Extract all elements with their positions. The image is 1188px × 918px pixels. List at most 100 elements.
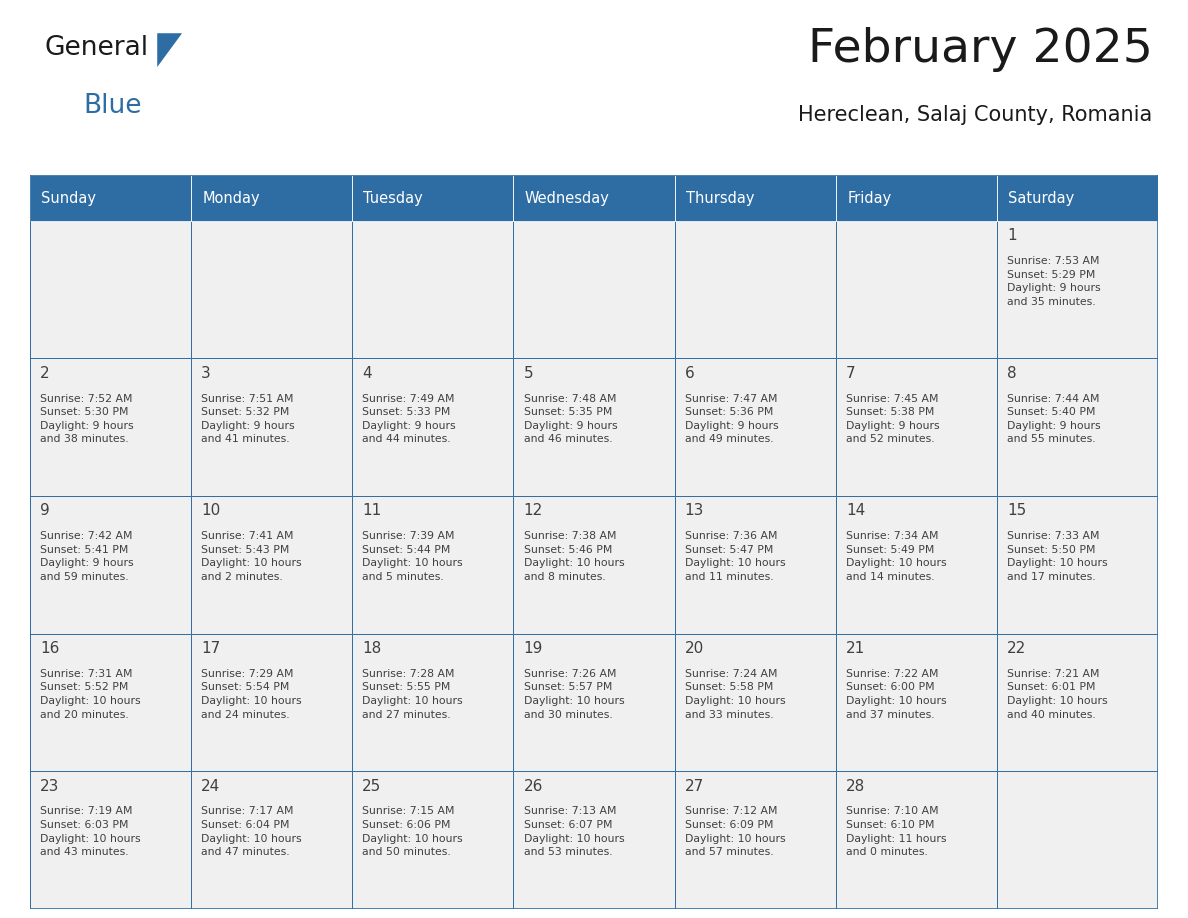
Text: 1: 1 [1007, 229, 1017, 243]
Text: 14: 14 [846, 503, 865, 519]
Bar [352, 221, 513, 358]
Bar [675, 771, 836, 909]
Text: Sunrise: 7:10 AM
Sunset: 6:10 PM
Daylight: 11 hours
and 0 minutes.: Sunrise: 7:10 AM Sunset: 6:10 PM Dayligh… [846, 806, 947, 857]
Bar [836, 771, 997, 909]
Text: Wednesday: Wednesday [525, 191, 609, 206]
Bar [836, 221, 997, 358]
Polygon shape [157, 33, 182, 67]
Text: 9: 9 [40, 503, 50, 519]
Text: 5: 5 [524, 365, 533, 381]
Text: 17: 17 [201, 641, 220, 656]
Text: Thursday: Thursday [685, 191, 754, 206]
Text: Sunrise: 7:24 AM
Sunset: 5:58 PM
Daylight: 10 hours
and 33 minutes.: Sunrise: 7:24 AM Sunset: 5:58 PM Dayligh… [684, 669, 785, 720]
Text: Sunrise: 7:28 AM
Sunset: 5:55 PM
Daylight: 10 hours
and 27 minutes.: Sunrise: 7:28 AM Sunset: 5:55 PM Dayligh… [362, 669, 463, 720]
Text: 4: 4 [362, 365, 372, 381]
Bar [997, 221, 1158, 358]
Text: Sunrise: 7:51 AM
Sunset: 5:32 PM
Daylight: 9 hours
and 41 minutes.: Sunrise: 7:51 AM Sunset: 5:32 PM Dayligh… [201, 394, 295, 444]
Text: Sunrise: 7:19 AM
Sunset: 6:03 PM
Daylight: 10 hours
and 43 minutes.: Sunrise: 7:19 AM Sunset: 6:03 PM Dayligh… [40, 806, 140, 857]
Bar [30, 633, 191, 771]
Bar [836, 496, 997, 633]
Bar [513, 358, 675, 496]
Bar [191, 633, 352, 771]
Bar [352, 633, 513, 771]
Bar [675, 175, 836, 221]
Bar [30, 771, 191, 909]
Text: Sunrise: 7:22 AM
Sunset: 6:00 PM
Daylight: 10 hours
and 37 minutes.: Sunrise: 7:22 AM Sunset: 6:00 PM Dayligh… [846, 669, 947, 720]
Bar [352, 358, 513, 496]
Text: 13: 13 [684, 503, 704, 519]
Text: Sunrise: 7:29 AM
Sunset: 5:54 PM
Daylight: 10 hours
and 24 minutes.: Sunrise: 7:29 AM Sunset: 5:54 PM Dayligh… [201, 669, 302, 720]
Bar [30, 496, 191, 633]
Text: Sunrise: 7:13 AM
Sunset: 6:07 PM
Daylight: 10 hours
and 53 minutes.: Sunrise: 7:13 AM Sunset: 6:07 PM Dayligh… [524, 806, 624, 857]
Bar [997, 633, 1158, 771]
Text: Sunrise: 7:52 AM
Sunset: 5:30 PM
Daylight: 9 hours
and 38 minutes.: Sunrise: 7:52 AM Sunset: 5:30 PM Dayligh… [40, 394, 133, 444]
Text: Sunrise: 7:31 AM
Sunset: 5:52 PM
Daylight: 10 hours
and 20 minutes.: Sunrise: 7:31 AM Sunset: 5:52 PM Dayligh… [40, 669, 140, 720]
Text: 18: 18 [362, 641, 381, 656]
Bar [352, 771, 513, 909]
Text: Sunrise: 7:34 AM
Sunset: 5:49 PM
Daylight: 10 hours
and 14 minutes.: Sunrise: 7:34 AM Sunset: 5:49 PM Dayligh… [846, 532, 947, 582]
Text: Sunday: Sunday [40, 191, 96, 206]
Text: Sunrise: 7:49 AM
Sunset: 5:33 PM
Daylight: 9 hours
and 44 minutes.: Sunrise: 7:49 AM Sunset: 5:33 PM Dayligh… [362, 394, 456, 444]
Text: Sunrise: 7:12 AM
Sunset: 6:09 PM
Daylight: 10 hours
and 57 minutes.: Sunrise: 7:12 AM Sunset: 6:09 PM Dayligh… [684, 806, 785, 857]
Text: Sunrise: 7:42 AM
Sunset: 5:41 PM
Daylight: 9 hours
and 59 minutes.: Sunrise: 7:42 AM Sunset: 5:41 PM Dayligh… [40, 532, 133, 582]
Text: Sunrise: 7:36 AM
Sunset: 5:47 PM
Daylight: 10 hours
and 11 minutes.: Sunrise: 7:36 AM Sunset: 5:47 PM Dayligh… [684, 532, 785, 582]
Bar [191, 496, 352, 633]
Bar [191, 221, 352, 358]
Text: Sunrise: 7:44 AM
Sunset: 5:40 PM
Daylight: 9 hours
and 55 minutes.: Sunrise: 7:44 AM Sunset: 5:40 PM Dayligh… [1007, 394, 1101, 444]
Bar [675, 496, 836, 633]
Bar [836, 633, 997, 771]
Text: 12: 12 [524, 503, 543, 519]
Text: Friday: Friday [847, 191, 891, 206]
Text: Sunrise: 7:33 AM
Sunset: 5:50 PM
Daylight: 10 hours
and 17 minutes.: Sunrise: 7:33 AM Sunset: 5:50 PM Dayligh… [1007, 532, 1108, 582]
Bar [997, 771, 1158, 909]
Text: 25: 25 [362, 778, 381, 793]
Text: 19: 19 [524, 641, 543, 656]
Text: Blue: Blue [84, 94, 143, 119]
Bar [997, 175, 1158, 221]
Bar [30, 221, 191, 358]
Text: Sunrise: 7:21 AM
Sunset: 6:01 PM
Daylight: 10 hours
and 40 minutes.: Sunrise: 7:21 AM Sunset: 6:01 PM Dayligh… [1007, 669, 1108, 720]
Text: Monday: Monday [202, 191, 260, 206]
Text: 16: 16 [40, 641, 59, 656]
Bar [513, 496, 675, 633]
Text: 27: 27 [684, 778, 704, 793]
Text: 24: 24 [201, 778, 220, 793]
Bar [513, 175, 675, 221]
Bar [836, 175, 997, 221]
Text: 11: 11 [362, 503, 381, 519]
Text: Sunrise: 7:17 AM
Sunset: 6:04 PM
Daylight: 10 hours
and 47 minutes.: Sunrise: 7:17 AM Sunset: 6:04 PM Dayligh… [201, 806, 302, 857]
Text: 6: 6 [684, 365, 695, 381]
Bar [191, 771, 352, 909]
Bar [675, 633, 836, 771]
Text: 10: 10 [201, 503, 220, 519]
Bar [513, 771, 675, 909]
Bar [513, 221, 675, 358]
Text: Sunrise: 7:39 AM
Sunset: 5:44 PM
Daylight: 10 hours
and 5 minutes.: Sunrise: 7:39 AM Sunset: 5:44 PM Dayligh… [362, 532, 463, 582]
Text: 7: 7 [846, 365, 855, 381]
Text: 3: 3 [201, 365, 210, 381]
Bar [836, 358, 997, 496]
Text: Sunrise: 7:26 AM
Sunset: 5:57 PM
Daylight: 10 hours
and 30 minutes.: Sunrise: 7:26 AM Sunset: 5:57 PM Dayligh… [524, 669, 624, 720]
Text: 2: 2 [40, 365, 50, 381]
Bar [997, 358, 1158, 496]
Text: 21: 21 [846, 641, 865, 656]
Bar [513, 633, 675, 771]
Bar [352, 175, 513, 221]
Bar [191, 358, 352, 496]
Text: Saturday: Saturday [1009, 191, 1075, 206]
Text: 8: 8 [1007, 365, 1017, 381]
Text: Tuesday: Tuesday [364, 191, 423, 206]
Text: 23: 23 [40, 778, 59, 793]
Text: Sunrise: 7:47 AM
Sunset: 5:36 PM
Daylight: 9 hours
and 49 minutes.: Sunrise: 7:47 AM Sunset: 5:36 PM Dayligh… [684, 394, 778, 444]
Bar [352, 496, 513, 633]
Bar [997, 496, 1158, 633]
Bar [191, 175, 352, 221]
Text: Sunrise: 7:53 AM
Sunset: 5:29 PM
Daylight: 9 hours
and 35 minutes.: Sunrise: 7:53 AM Sunset: 5:29 PM Dayligh… [1007, 256, 1101, 307]
Text: 26: 26 [524, 778, 543, 793]
Bar [675, 221, 836, 358]
Bar [675, 358, 836, 496]
Text: Sunrise: 7:48 AM
Sunset: 5:35 PM
Daylight: 9 hours
and 46 minutes.: Sunrise: 7:48 AM Sunset: 5:35 PM Dayligh… [524, 394, 618, 444]
Text: Sunrise: 7:15 AM
Sunset: 6:06 PM
Daylight: 10 hours
and 50 minutes.: Sunrise: 7:15 AM Sunset: 6:06 PM Dayligh… [362, 806, 463, 857]
Text: Sunrise: 7:38 AM
Sunset: 5:46 PM
Daylight: 10 hours
and 8 minutes.: Sunrise: 7:38 AM Sunset: 5:46 PM Dayligh… [524, 532, 624, 582]
Text: 28: 28 [846, 778, 865, 793]
